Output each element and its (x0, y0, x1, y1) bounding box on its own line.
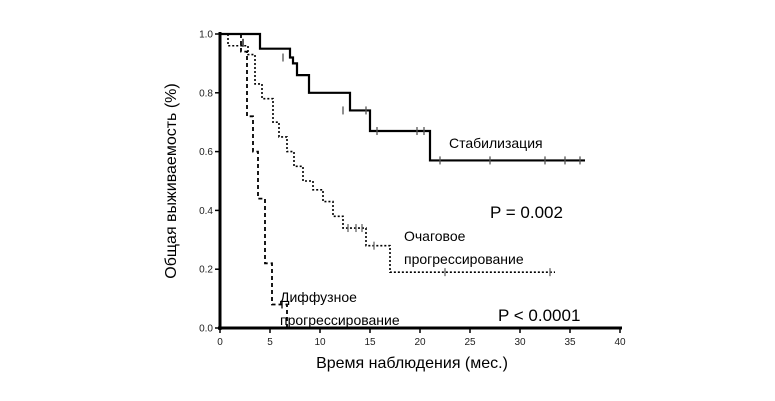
p-value-stabilization: P = 0.002 (490, 203, 563, 222)
x-tick-label: 15 (364, 337, 376, 348)
x-tick-label: 20 (414, 337, 426, 348)
axes (218, 32, 622, 330)
y-tick-label: 0.2 (199, 265, 213, 276)
y-tick-label: 0.4 (199, 206, 213, 217)
x-tick-label: 30 (514, 337, 526, 348)
x-tick-label: 5 (267, 337, 273, 348)
y-tick-label: 0.8 (199, 88, 213, 99)
label-diffuse-progression-line2: прогрессирование (280, 312, 400, 328)
label-focal-progression-line2: прогрессирование (404, 251, 524, 267)
x-tick-label: 10 (314, 337, 326, 348)
x-tick-label: 0 (217, 337, 223, 348)
plot-area (220, 32, 585, 328)
label-focal-progression-line1: Очаговое (404, 228, 466, 244)
x-tick-label: 25 (464, 337, 476, 348)
series-line-0 (220, 32, 585, 162)
x-axis-title: Время наблюдения (мес.) (316, 355, 508, 372)
series-line-2 (220, 33, 288, 328)
p-value-overall: P < 0.0001 (498, 306, 580, 325)
x-tick-label: 40 (614, 337, 626, 348)
y-tick-label: 0.0 (199, 324, 213, 335)
series-line-1 (220, 33, 555, 273)
label-diffuse-progression-line1: Диффузное (280, 289, 357, 305)
label-stabilization: Стабилизация (449, 135, 543, 151)
y-axis-title: Общая выживаемость (%) (163, 83, 180, 278)
y-tick-label: 1.0 (199, 30, 213, 41)
y-tick-label: 0.6 (199, 147, 213, 158)
x-tick-label: 35 (564, 337, 576, 348)
ticks: 0 5 10 15 20 25 30 35 40 0.0 0.2 0.4 0.6 0.8 1.0 (199, 30, 626, 349)
